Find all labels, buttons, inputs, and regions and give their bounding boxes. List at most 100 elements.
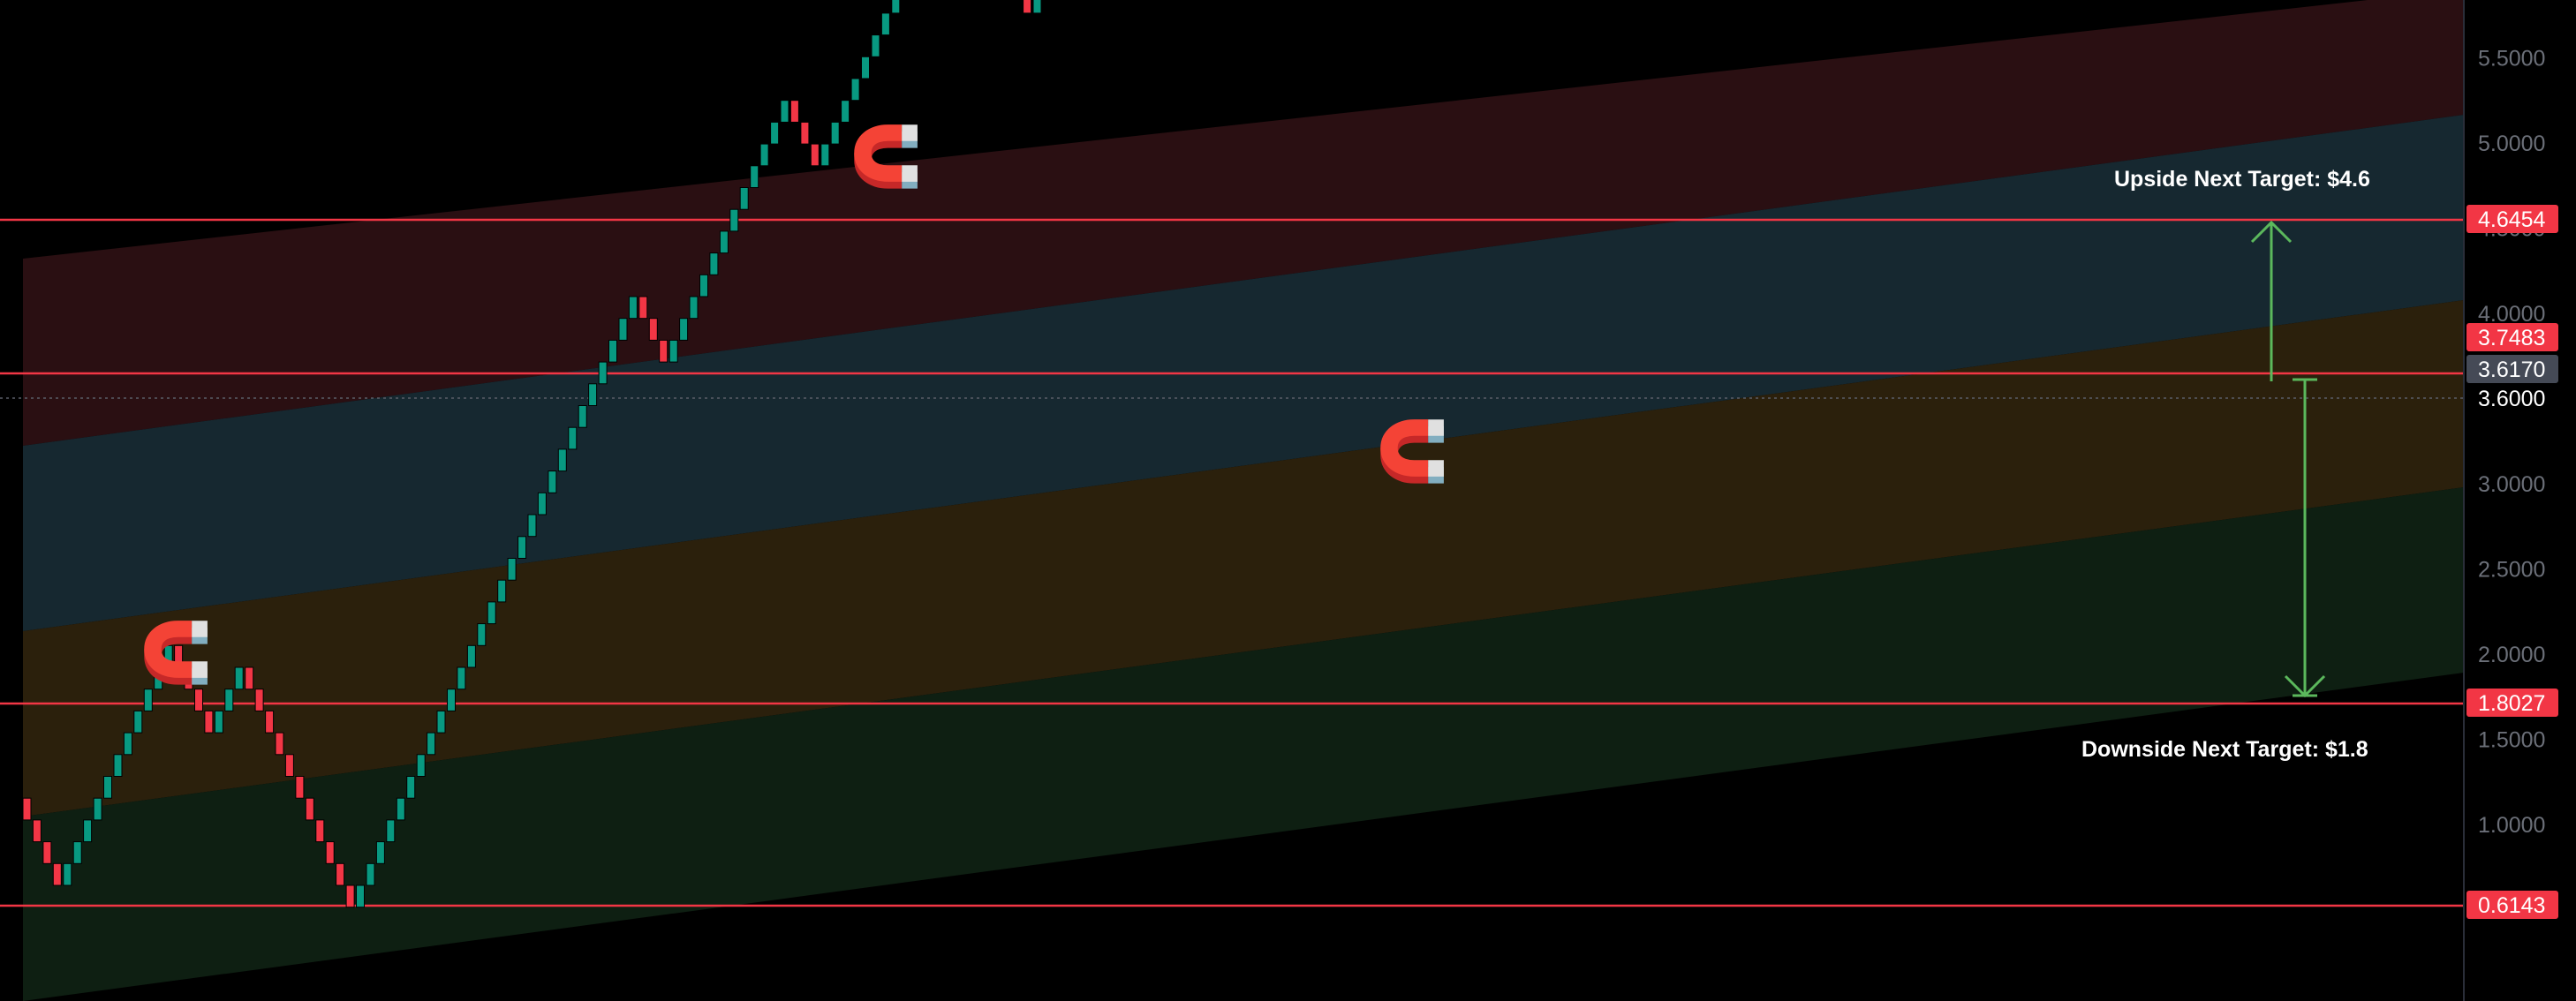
renko-brick-down [52,862,62,886]
renko-brick-up [729,208,739,232]
renko-bricks [22,0,1042,908]
renko-brick-up [123,732,132,756]
renko-brick-down [32,819,42,843]
renko-brick-down [648,318,658,341]
renko-brick-up [628,296,638,320]
price-tick-label: 5.5000 [2478,47,2545,72]
upside-target-label: Upside Next Target: $4.6 [2114,167,2370,192]
renko-brick-up [548,470,557,493]
renko-brick-up [850,78,860,102]
renko-brick-up [93,797,102,821]
renko-brick-up [588,383,598,406]
renko-brick-up [537,492,547,516]
renko-brick-up [598,361,608,385]
renko-brick-up [214,710,223,734]
renko-brick-down [810,143,820,167]
renko-brick-up [497,579,507,603]
renko-brick-down [345,884,355,908]
renko-brick-up [507,558,517,581]
channel-zone-red [23,0,2464,446]
renko-brick-up [83,819,93,843]
renko-brick-down [254,689,264,711]
renko-brick-up [72,841,82,864]
renko-brick-up [759,143,769,167]
renko-brick-up [234,666,244,690]
renko-brick-up [780,100,789,123]
renko-brick-up [719,230,729,254]
renko-brick-up [871,34,880,57]
price-tick-label: 2.0000 [2478,643,2545,667]
renko-brick-up [143,689,153,711]
renko-brick-up [416,754,426,777]
price-badge-4-6454 [2466,205,2558,233]
price-badge-label: 3.6170 [2478,358,2545,382]
price-tick-label: 4.0000 [2478,302,2545,327]
renko-brick-up [568,426,578,450]
renko-brick-down [284,754,294,777]
renko-brick-up [113,754,123,777]
price-tick-label: 3.0000 [2478,472,2545,497]
renko-brick-up [103,776,112,799]
renko-brick-down [174,644,184,668]
renko-brick-up [891,0,901,14]
renko-brick-down [22,797,32,821]
renko-brick-up [375,841,385,864]
target-arrows [2250,220,2326,698]
renko-brick-down [204,710,214,734]
renko-brick-up [477,623,487,646]
renko-brick-up [466,644,476,668]
price-tick-label: 1.5000 [2478,728,2545,753]
magnet-markers: 🧲 🧲 🧲 [140,123,1448,687]
renko-brick-down [336,862,345,886]
renko-brick-up [366,862,375,886]
renko-brick-down [295,776,305,799]
price-badge-label: 0.6143 [2478,893,2545,918]
renko-brick-up [880,12,890,36]
renko-brick-up [527,514,537,538]
downside-target-label: Downside Next Target: $1.8 [2081,737,2368,762]
renko-brick-up [618,318,628,341]
renko-brick-up [154,666,163,690]
renko-brick-up [709,252,719,275]
renko-brick-down [245,666,254,690]
renko-brick-up [436,710,446,734]
price-badge-0-6143 [2466,891,2558,919]
renko-brick-up [386,819,396,843]
price-badge-label: 3.6000 [2478,387,2545,411]
renko-brick-up [224,689,234,711]
renko-brick-up [406,776,416,799]
renko-brick-down [265,710,275,734]
renko-brick-up [739,187,749,210]
renko-brick-up [861,56,870,79]
renko-brick-up [447,689,456,711]
price-badge-dotted [2466,385,2558,411]
renko-brick-up [679,318,689,341]
renko-brick-down [194,689,203,711]
price-axis[interactable]: 0.50001.00001.50002.00002.50003.00003.50… [2463,0,2558,1001]
price-badge-label: 4.6454 [2478,207,2546,232]
renko-brick-up [750,165,759,189]
renko-brick-down [305,797,314,821]
renko-brick-up [133,710,143,734]
channel-zone-amber [23,300,2464,817]
price-tick-label: 2.5000 [2478,558,2545,583]
upside-arrow-head [2250,220,2293,244]
price-tick-label: 5.0000 [2478,132,2545,156]
renko-brick-down [42,841,52,864]
renko-brick-up [669,339,678,363]
renko-brick-up [578,405,587,428]
renko-brick-up [356,884,365,908]
renko-brick-up [517,536,527,559]
renko-brick-up [557,448,567,472]
renko-brick-up [487,601,496,625]
renko-brick-down [789,100,799,123]
price-badge-1-8027 [2466,689,2558,717]
renko-brick-up [163,644,173,668]
price-badge-last-price [2466,355,2558,383]
renko-brick-down [659,339,669,363]
renko-brick-down [275,732,284,756]
renko-brick-up [820,143,830,167]
price-badge-label: 1.8027 [2478,691,2545,716]
renko-brick-up [396,797,405,821]
